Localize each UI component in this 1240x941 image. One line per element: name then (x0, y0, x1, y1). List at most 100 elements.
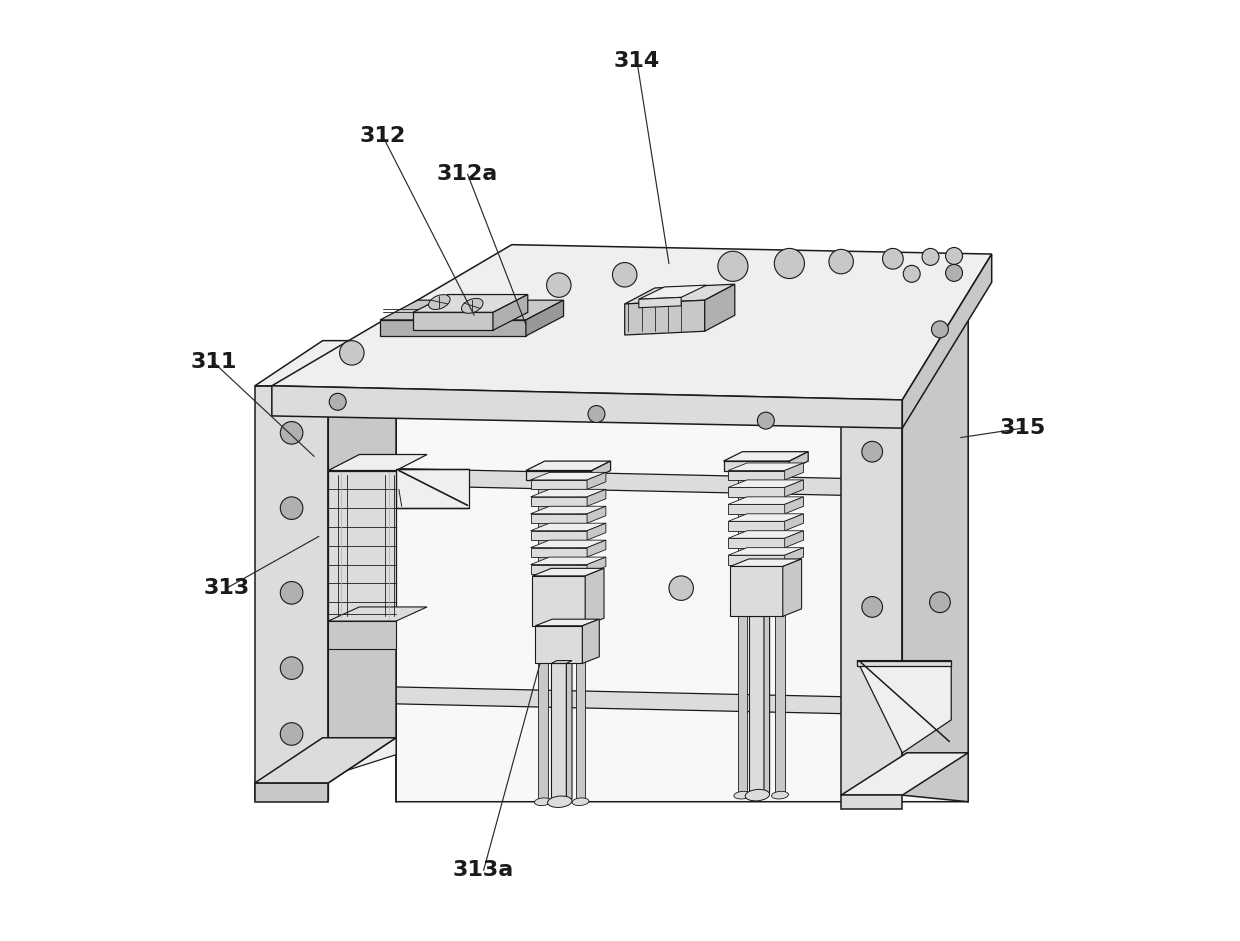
Ellipse shape (429, 295, 450, 310)
Polygon shape (704, 284, 735, 331)
Polygon shape (329, 341, 396, 783)
Ellipse shape (745, 789, 770, 801)
Polygon shape (255, 783, 329, 800)
Polygon shape (841, 753, 968, 795)
Circle shape (903, 265, 920, 282)
Polygon shape (730, 559, 801, 566)
Polygon shape (728, 463, 804, 470)
Polygon shape (728, 514, 804, 521)
Polygon shape (785, 548, 804, 565)
Polygon shape (329, 455, 427, 470)
Polygon shape (785, 463, 804, 480)
Circle shape (883, 248, 903, 269)
Circle shape (923, 248, 939, 265)
Circle shape (862, 441, 883, 462)
Polygon shape (552, 661, 572, 663)
Circle shape (862, 597, 883, 617)
Text: 312a: 312a (436, 164, 498, 184)
Polygon shape (526, 470, 591, 480)
Text: 311: 311 (190, 352, 237, 373)
Polygon shape (728, 531, 804, 538)
Text: 312: 312 (360, 126, 405, 147)
Polygon shape (728, 521, 785, 531)
Polygon shape (785, 531, 804, 548)
Polygon shape (775, 470, 785, 795)
Polygon shape (738, 470, 746, 795)
Polygon shape (625, 300, 704, 335)
Polygon shape (494, 295, 528, 330)
Polygon shape (857, 661, 951, 753)
Polygon shape (531, 565, 587, 574)
Polygon shape (526, 461, 610, 470)
Circle shape (946, 247, 962, 264)
Polygon shape (790, 452, 808, 470)
Polygon shape (526, 300, 563, 336)
Polygon shape (782, 559, 801, 616)
Polygon shape (272, 386, 903, 428)
Polygon shape (255, 783, 329, 802)
Polygon shape (591, 461, 610, 480)
Polygon shape (531, 548, 587, 557)
Circle shape (774, 248, 805, 279)
Circle shape (828, 249, 853, 274)
Polygon shape (531, 489, 606, 497)
Ellipse shape (734, 791, 750, 799)
Circle shape (547, 273, 572, 297)
Polygon shape (583, 619, 599, 663)
Polygon shape (552, 663, 567, 802)
Polygon shape (532, 576, 585, 626)
Polygon shape (329, 621, 396, 649)
Polygon shape (329, 607, 427, 621)
Polygon shape (532, 568, 604, 576)
Polygon shape (639, 285, 707, 299)
Polygon shape (728, 555, 785, 565)
Circle shape (280, 582, 303, 604)
Polygon shape (749, 616, 764, 795)
Polygon shape (723, 461, 790, 470)
Polygon shape (396, 469, 911, 497)
Polygon shape (587, 540, 606, 557)
Text: 313: 313 (203, 578, 249, 598)
Circle shape (718, 251, 748, 281)
Polygon shape (728, 548, 804, 555)
Polygon shape (785, 497, 804, 514)
Polygon shape (728, 480, 804, 487)
Polygon shape (728, 470, 785, 480)
Polygon shape (255, 738, 396, 800)
Polygon shape (639, 297, 681, 308)
Polygon shape (728, 504, 785, 514)
Polygon shape (567, 661, 572, 802)
Polygon shape (728, 497, 804, 504)
Polygon shape (587, 506, 606, 523)
Circle shape (946, 264, 962, 281)
Polygon shape (255, 386, 329, 783)
Polygon shape (723, 452, 808, 461)
Ellipse shape (548, 796, 572, 807)
Circle shape (280, 422, 303, 444)
Polygon shape (785, 480, 804, 497)
Circle shape (758, 412, 774, 429)
Text: 315: 315 (999, 418, 1045, 439)
Polygon shape (531, 523, 606, 531)
Text: 314: 314 (614, 51, 660, 72)
Circle shape (668, 576, 693, 600)
Polygon shape (531, 531, 587, 540)
Circle shape (588, 406, 605, 423)
Polygon shape (585, 568, 604, 626)
Polygon shape (785, 514, 804, 531)
Ellipse shape (461, 298, 484, 313)
Ellipse shape (534, 798, 552, 805)
Polygon shape (841, 393, 903, 795)
Polygon shape (531, 497, 587, 506)
Circle shape (930, 592, 950, 613)
Polygon shape (531, 472, 606, 480)
Polygon shape (728, 538, 785, 548)
Circle shape (330, 393, 346, 410)
Polygon shape (587, 523, 606, 540)
Polygon shape (413, 312, 494, 330)
Circle shape (280, 497, 303, 519)
Polygon shape (531, 480, 587, 489)
Polygon shape (536, 626, 583, 663)
Polygon shape (396, 687, 911, 715)
Polygon shape (396, 469, 470, 508)
